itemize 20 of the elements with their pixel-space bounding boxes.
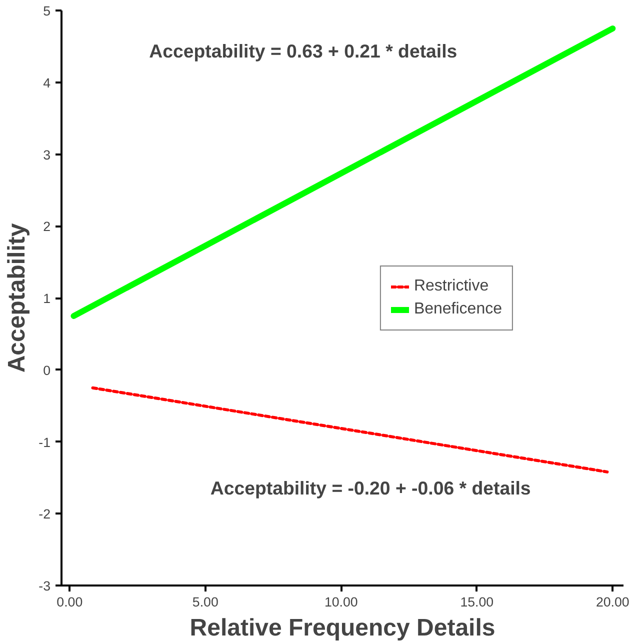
y-tick-label: 1 [43,291,51,306]
x-tick-label: 15.00 [460,594,494,610]
annotation: Acceptability = -0.20 + -0.06 * details [210,477,531,498]
legend-label: Beneficence [414,300,502,318]
x-tick-label: 10.00 [324,594,358,610]
y-tick-label: -3 [38,578,51,594]
y-tick-label: 4 [43,75,52,90]
legend-label: Restrictive [414,277,489,295]
y-tick-label: 5 [43,4,51,18]
x-tick-label: 20.00 [596,594,630,610]
y-tick-label: 0 [43,362,51,378]
y-axis-title: Acceptability [4,222,31,373]
annotation: Acceptability = 0.63 + 0.21 * details [149,40,458,62]
x-tick-label: 0.00 [56,594,83,610]
y-tick-label: 2 [43,219,51,234]
y-tick-label: -2 [38,506,51,522]
y-tick-label: -1 [38,434,51,450]
x-axis-title: Relative Frequency Details [190,614,496,642]
x-tick-label: 5.00 [192,594,218,610]
y-tick-label: 3 [43,147,51,162]
